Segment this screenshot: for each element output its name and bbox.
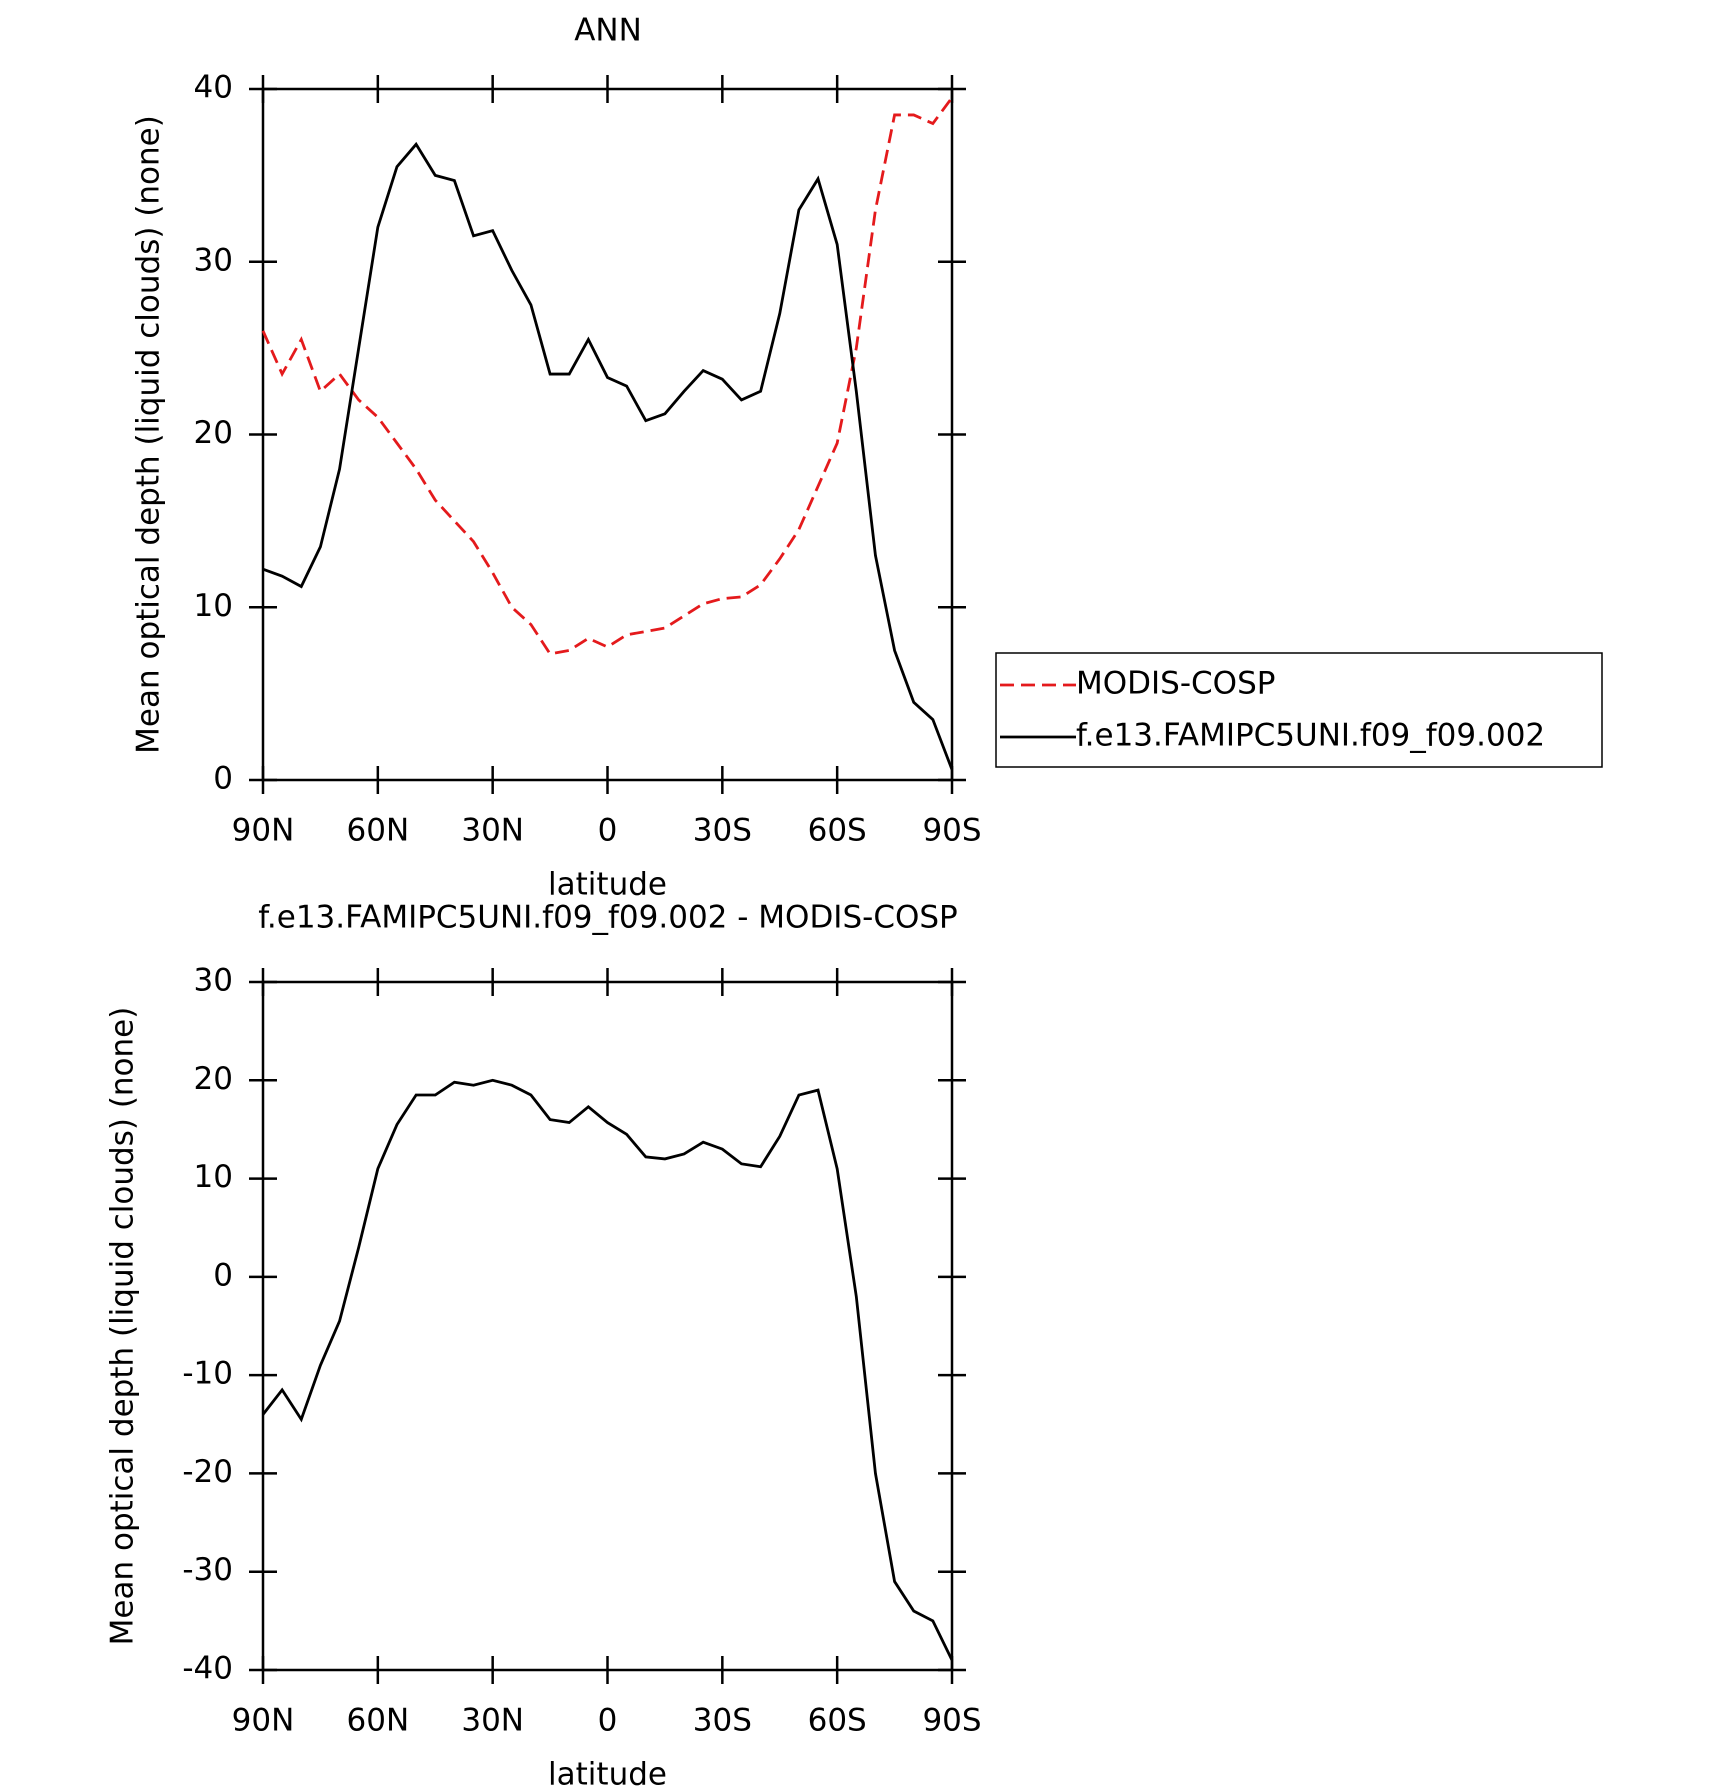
legend-label: f.e13.FAMIPC5UNI.f09_f09.002: [1076, 718, 1545, 754]
x-tick-label: 0: [598, 1703, 618, 1739]
x-tick-label: 60S: [808, 813, 867, 849]
x-tick-label: 30N: [461, 813, 524, 849]
y-tick-label: 0: [213, 1257, 233, 1293]
chart-title: ANN: [574, 13, 642, 49]
x-tick-label: 30N: [461, 1703, 524, 1739]
y-axis-label: Mean optical depth (liquid clouds) (none…: [131, 115, 167, 754]
y-tick-label: -40: [182, 1651, 233, 1687]
y-tick-label: 0: [213, 761, 233, 797]
x-tick-label: 60S: [808, 1703, 867, 1739]
y-tick-label: 30: [194, 242, 233, 278]
legend-label: MODIS-COSP: [1076, 666, 1275, 702]
x-tick-label: 90S: [922, 813, 981, 849]
x-tick-label: 0: [598, 813, 618, 849]
y-tick-label: 20: [194, 1061, 233, 1097]
plot-frame: [261, 87, 954, 782]
series-line: [261, 96, 954, 656]
x-tick-label: 90N: [232, 813, 295, 849]
x-tick-label: 60N: [347, 813, 410, 849]
y-tick-label: 30: [194, 963, 233, 999]
y-tick-label: -20: [182, 1454, 233, 1490]
x-axis-label: latitude: [548, 1757, 667, 1789]
plot-frame: [261, 980, 954, 1672]
x-tick-label: 30S: [693, 1703, 752, 1739]
y-tick-label: 10: [194, 588, 233, 624]
x-axis-label: latitude: [548, 867, 667, 903]
legend-box: [995, 652, 1603, 768]
chart-title: f.e13.FAMIPC5UNI.f09_f09.002 - MODIS-COS…: [258, 900, 957, 936]
y-tick-label: -10: [182, 1356, 233, 1392]
x-tick-label: 30S: [693, 813, 752, 849]
y-tick-label: 20: [194, 415, 233, 451]
x-tick-label: 90S: [922, 1703, 981, 1739]
series-line: [261, 1078, 954, 1661]
y-tick-label: 10: [194, 1159, 233, 1195]
y-axis-label: Mean optical depth (liquid clouds) (none…: [105, 1007, 141, 1646]
x-tick-label: 60N: [347, 1703, 410, 1739]
y-tick-label: 40: [194, 70, 233, 106]
x-tick-label: 90N: [232, 1703, 295, 1739]
y-tick-label: -30: [182, 1552, 233, 1588]
series-line: [262, 141, 954, 771]
